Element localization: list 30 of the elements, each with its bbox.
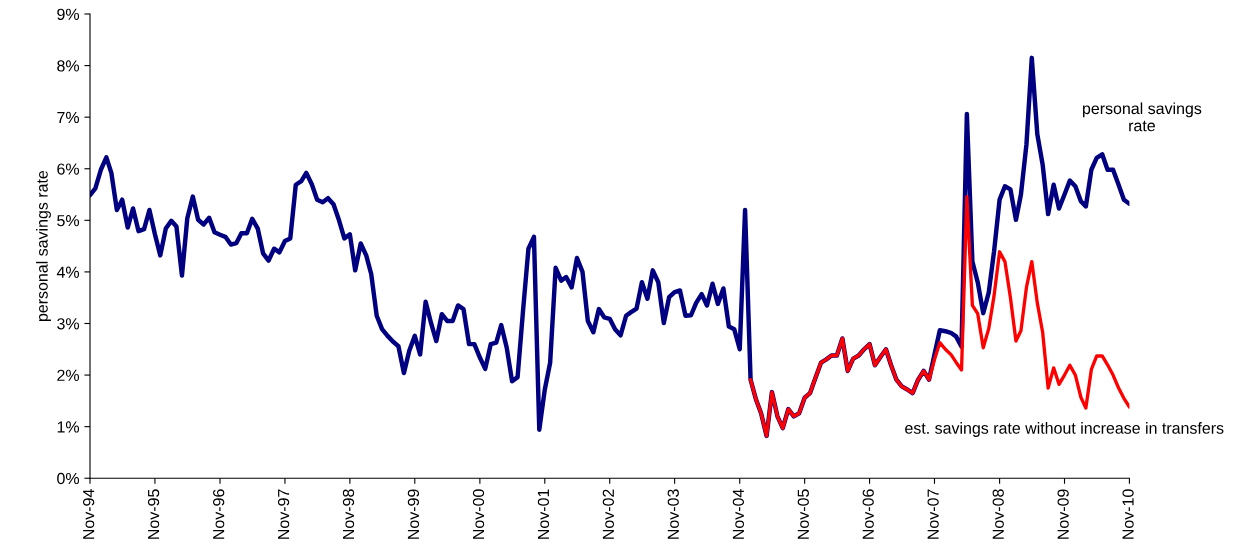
y-tick-label: 8%	[57, 60, 80, 72]
x-tick-label: Nov-06	[862, 489, 874, 539]
x-tick-label: Nov-01	[537, 489, 550, 539]
x-tick-label: Nov-10	[1122, 489, 1134, 539]
y-tick-label: 7%	[57, 111, 80, 124]
x-tick-label: Nov-03	[667, 489, 679, 539]
x-tick-label: Nov-98	[342, 489, 355, 539]
x-tick-label: Nov-94	[82, 489, 95, 539]
y-tick-label: 4%	[56, 266, 80, 278]
x-tick-label: Nov-99	[407, 489, 420, 539]
y-tick-label: 3%	[57, 318, 80, 330]
y-axis-title: personal savings rate	[36, 170, 51, 321]
series-label: est. savings rate without increase in transfers	[905, 422, 1224, 437]
x-tick-label: Nov-04	[732, 489, 745, 539]
y-tick-label: 5%	[57, 215, 80, 227]
x-tick-label: Nov-05	[797, 489, 809, 539]
x-tick-label: Nov-97	[277, 489, 290, 539]
y-tick-label: 6%	[57, 163, 80, 175]
series-label: personal savings rate	[1083, 102, 1202, 132]
x-tick-label: Nov-00	[472, 489, 485, 539]
x-tick-label: Nov-07	[927, 489, 939, 539]
x-tick-label: Nov-08	[992, 489, 1004, 539]
y-tick-label: 0%	[57, 472, 80, 485]
y-tick-label: 2%	[57, 369, 80, 381]
x-tick-label: Nov-09	[1057, 489, 1069, 539]
x-tick-label: Nov-96	[213, 489, 225, 539]
y-tick-label: 9%	[57, 8, 80, 20]
x-tick-label: Nov-95	[147, 489, 160, 539]
x-tick-label: Nov-02	[602, 489, 615, 539]
y-tick-label: 1%	[57, 421, 80, 433]
